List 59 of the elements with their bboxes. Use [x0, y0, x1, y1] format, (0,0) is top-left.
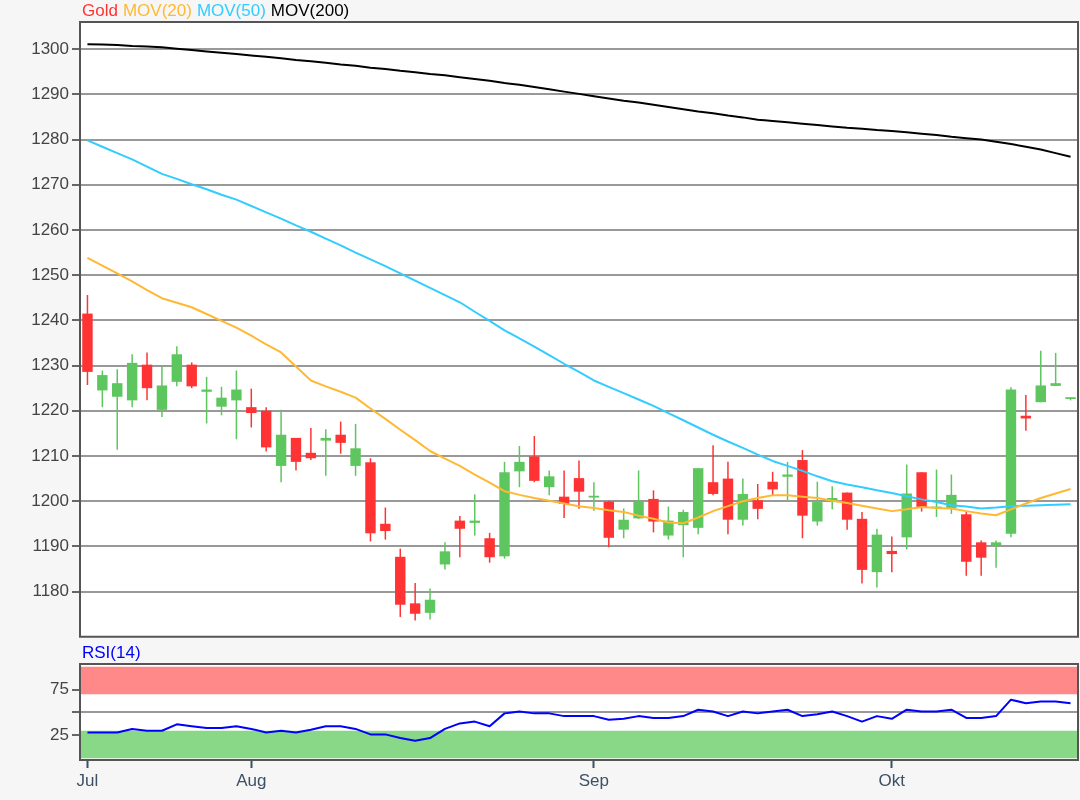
- x-tick-label: Aug: [236, 770, 267, 790]
- candlestick: [484, 532, 495, 564]
- candlestick: [707, 444, 719, 497]
- y-tick-label: 1290: [31, 84, 69, 104]
- candlestick: [216, 386, 227, 417]
- y-tick-label: 1300: [31, 38, 69, 58]
- y-tick-label: 1220: [31, 400, 69, 420]
- candlestick: [439, 541, 451, 571]
- candlestick: [663, 505, 674, 541]
- y-tick-label: 1240: [31, 310, 69, 330]
- candlestick: [514, 445, 525, 488]
- y-tick-label: 1210: [31, 445, 69, 465]
- candlestick: [424, 587, 436, 621]
- candlestick: [350, 423, 361, 477]
- text: Gold: [82, 1, 118, 21]
- y-tick-label: 1270: [31, 174, 69, 194]
- candlestick: [186, 361, 197, 389]
- candlestick: [812, 480, 823, 527]
- candlestick: [1035, 349, 1046, 403]
- text: RSI(14): [82, 643, 141, 663]
- candlestick: [975, 539, 987, 577]
- candlestick: [752, 483, 763, 521]
- y-tick-label: 25: [50, 725, 69, 744]
- candlestick: [767, 471, 778, 497]
- x-tick-label: Okt: [878, 770, 906, 790]
- candlestick: [380, 506, 391, 541]
- candlestick: [112, 368, 123, 451]
- candlestick: [618, 507, 629, 539]
- candlestick: [454, 515, 466, 558]
- candlestick: [97, 369, 108, 408]
- text: MOV(20): [122, 1, 192, 21]
- y-tick-label: 1200: [31, 490, 69, 510]
- candlestick: [1050, 352, 1061, 387]
- x-tick-label: Sep: [578, 770, 610, 790]
- candlestick: [246, 387, 257, 429]
- candlestick: [588, 481, 600, 512]
- y-tick-label: 1250: [31, 264, 69, 284]
- candlestick: [648, 489, 659, 534]
- y-tick-label: 1260: [31, 219, 69, 239]
- text: MOV(50): [196, 1, 266, 21]
- candlestick: [886, 535, 898, 573]
- candlestick: [544, 469, 555, 497]
- candlestick: [990, 539, 1002, 569]
- candlestick: [320, 428, 331, 477]
- candlestick: [409, 582, 421, 622]
- candlestick: [782, 461, 793, 502]
- candlestick: [335, 420, 346, 455]
- y-tick-label: 1190: [32, 536, 69, 556]
- y-tick-label: 75: [50, 679, 69, 699]
- candlestick: [201, 376, 212, 425]
- candlestick: [141, 351, 153, 402]
- y-tick-label: 1230: [31, 355, 69, 375]
- y-tick-label: 1280: [31, 129, 69, 149]
- candlestick: [231, 369, 242, 440]
- y-tick-label: 1180: [32, 581, 69, 601]
- candlestick: [573, 459, 585, 510]
- text: MOV(200): [270, 1, 350, 21]
- x-tick-label: Jul: [76, 770, 99, 790]
- candlestick: [290, 437, 302, 472]
